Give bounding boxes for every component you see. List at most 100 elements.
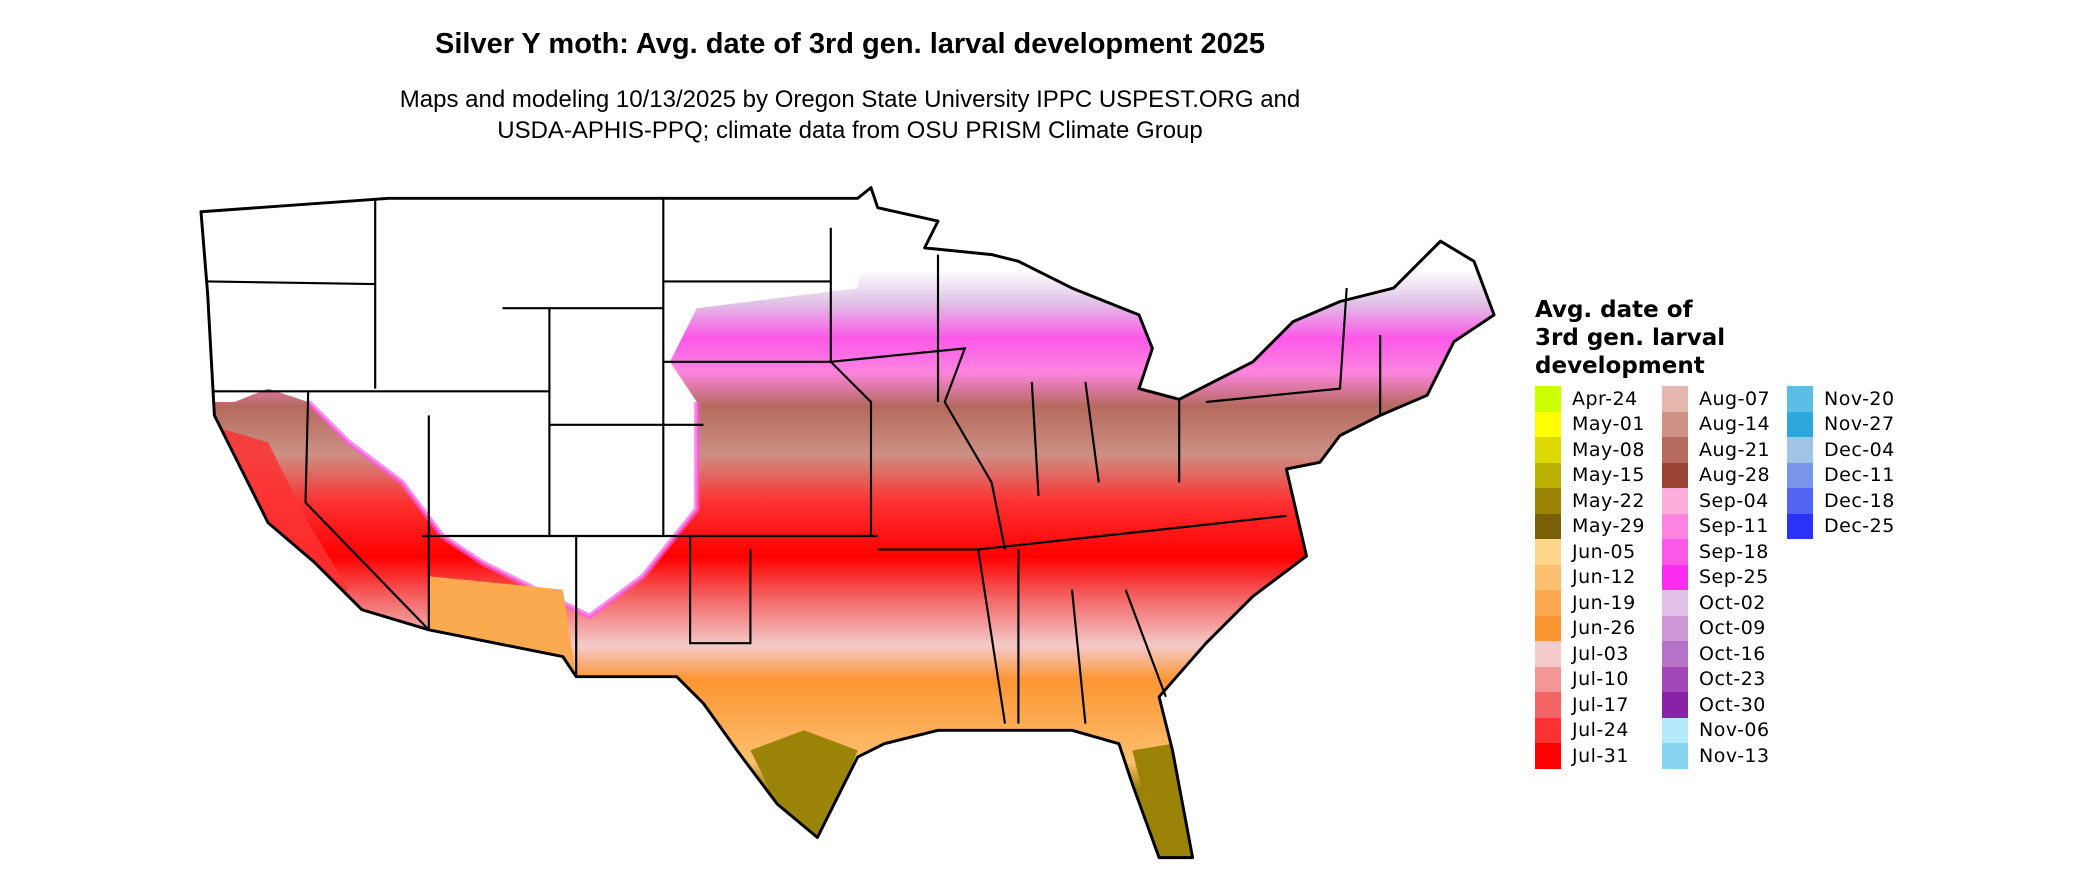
legend-item: May-22 (1535, 488, 1645, 514)
legend-item: Jul-17 (1535, 692, 1629, 718)
legend-label: Oct-23 (1699, 668, 1766, 691)
legend-item: Dec-04 (1787, 437, 1895, 463)
legend-label: Oct-30 (1699, 693, 1766, 716)
legend-item: Nov-20 (1787, 386, 1895, 412)
legend-item: Dec-11 (1787, 462, 1895, 488)
legend-item: Aug-14 (1662, 411, 1771, 437)
legend-item: Nov-27 (1787, 411, 1895, 437)
legend-label: Dec-11 (1824, 464, 1895, 487)
map-subtitle: Maps and modeling 10/13/2025 by Oregon S… (0, 84, 1700, 146)
legend-label: Sep-25 (1699, 566, 1769, 589)
legend-swatch (1662, 513, 1688, 539)
legend-swatch (1787, 411, 1813, 437)
legend-label: Aug-14 (1699, 413, 1771, 436)
legend-swatch (1662, 411, 1688, 437)
legend-item: Jul-24 (1535, 717, 1629, 743)
legend-swatch (1662, 564, 1688, 590)
legend-item: May-15 (1535, 462, 1645, 488)
legend-item: Oct-23 (1662, 666, 1766, 692)
legend-label: Apr-24 (1572, 387, 1638, 410)
legend-item: Jun-12 (1535, 564, 1636, 590)
legend-swatch (1535, 462, 1561, 488)
legend-label: Dec-04 (1824, 438, 1895, 461)
legend-label: Jul-24 (1572, 719, 1629, 742)
legend-swatch (1662, 539, 1688, 565)
legend-label: May-08 (1572, 438, 1645, 461)
arizona-orange (428, 576, 577, 677)
legend-swatch (1535, 666, 1561, 692)
legend-label: Dec-18 (1824, 489, 1895, 512)
legend-title-line: Avg. date of (1535, 297, 1693, 323)
subtitle-line-1: Maps and modeling 10/13/2025 by Oregon S… (399, 86, 1301, 113)
legend-label: Oct-16 (1699, 642, 1766, 665)
legend-label: Jun-12 (1572, 566, 1636, 589)
legend-label: Jul-03 (1572, 642, 1629, 665)
legend-item: Dec-25 (1787, 513, 1895, 539)
legend-item: Sep-04 (1662, 488, 1769, 514)
legend-label: Sep-18 (1699, 540, 1769, 563)
legend-swatch (1535, 590, 1561, 616)
legend-item: Oct-09 (1662, 615, 1766, 641)
legend-label: Jul-31 (1572, 744, 1629, 767)
legend-label: Nov-27 (1824, 413, 1895, 436)
legend-swatch (1662, 615, 1688, 641)
legend-item: Aug-21 (1662, 437, 1770, 463)
legend-title-line: 3rd gen. larval (1535, 325, 1726, 351)
legend-swatch (1662, 743, 1688, 769)
legend-item: Nov-13 (1662, 743, 1770, 769)
legend-item: May-08 (1535, 437, 1645, 463)
legend-label: Jun-19 (1572, 591, 1636, 614)
legend-item: Jul-31 (1535, 743, 1629, 769)
legend-item: Nov-06 (1662, 717, 1770, 743)
legend-label: Nov-13 (1699, 744, 1770, 767)
legend-swatch (1535, 717, 1561, 743)
legend-label: May-22 (1572, 489, 1645, 512)
legend-label: Sep-11 (1699, 515, 1769, 538)
western-mountains-no-development (201, 201, 872, 617)
legend-label: Oct-09 (1699, 617, 1766, 640)
legend-swatch (1662, 437, 1688, 463)
legend-label: May-29 (1572, 515, 1645, 538)
legend-item: Aug-28 (1662, 462, 1771, 488)
legend-swatch (1662, 666, 1688, 692)
legend-item: Oct-02 (1662, 590, 1766, 616)
legend-item: Oct-16 (1662, 641, 1766, 667)
legend-item: Jul-10 (1535, 666, 1629, 692)
legend-swatch (1535, 437, 1561, 463)
legend-swatch (1535, 692, 1561, 718)
us-outline (199, 186, 1496, 860)
legend-label: Aug-28 (1699, 464, 1771, 487)
legend-swatch (1662, 717, 1688, 743)
legend-label: Jun-05 (1572, 540, 1636, 563)
legend-label: Nov-20 (1824, 387, 1895, 410)
legend-item: Jul-03 (1535, 641, 1629, 667)
legend-label: Jul-10 (1572, 668, 1629, 691)
state-borders (207, 198, 1382, 724)
legend-item: May-01 (1535, 411, 1645, 437)
legend-swatch (1787, 462, 1813, 488)
legend-label: Aug-07 (1699, 387, 1771, 410)
legend-item: Jun-26 (1535, 615, 1636, 641)
legend-swatch (1787, 386, 1813, 412)
legend-item: Sep-18 (1662, 539, 1769, 565)
legend-label: May-15 (1572, 464, 1645, 487)
legend-item: May-29 (1535, 513, 1645, 539)
legend-label: Sep-04 (1699, 489, 1769, 512)
legend-swatch (1662, 488, 1688, 514)
legend-swatch (1535, 488, 1561, 514)
legend-swatch (1535, 615, 1561, 641)
legend-swatch (1535, 539, 1561, 565)
legend-label: Jul-17 (1572, 693, 1629, 716)
legend-label: Nov-06 (1699, 719, 1770, 742)
legend-item: Sep-25 (1662, 564, 1769, 590)
legend-swatch (1535, 513, 1561, 539)
legend-swatch (1662, 590, 1688, 616)
legend-swatch (1787, 488, 1813, 514)
subtitle-line-2: USDA-APHIS-PPQ; climate data from OSU PR… (497, 117, 1203, 144)
legend-item: Apr-24 (1535, 386, 1638, 412)
legend-swatch (1535, 743, 1561, 769)
legend-label: Dec-25 (1824, 515, 1895, 538)
california-valley (221, 428, 349, 603)
map-title: Silver Y moth: Avg. date of 3rd gen. lar… (435, 28, 1265, 60)
legend-swatch (1662, 462, 1688, 488)
